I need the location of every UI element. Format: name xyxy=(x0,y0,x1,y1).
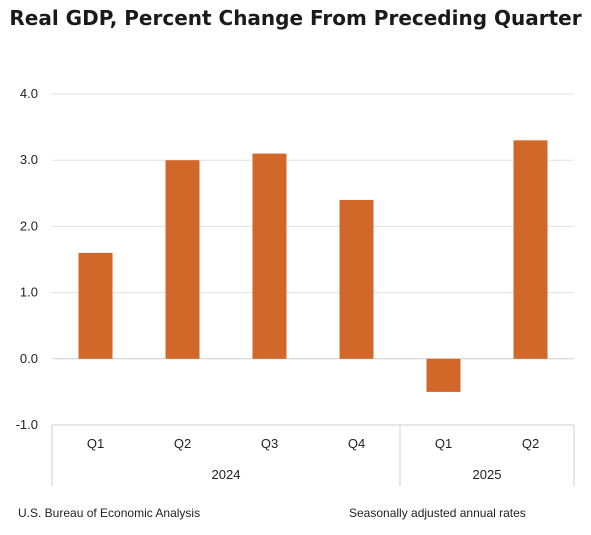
chart-title: Real GDP, Percent Change From Preceding … xyxy=(9,6,582,30)
rate-note: Seasonally adjusted annual rates xyxy=(349,506,526,520)
x-tick-label: Q3 xyxy=(261,436,278,451)
y-tick-label: 0.0 xyxy=(20,351,38,366)
bar xyxy=(165,160,200,359)
x-tick-label: Q2 xyxy=(522,436,539,451)
y-tick-label: 3.0 xyxy=(20,152,38,167)
x-axis: Q1 Q2 Q3 Q4 Q1 Q2 2024 2025 xyxy=(51,424,575,486)
year-label: 2024 xyxy=(212,467,241,482)
bar xyxy=(513,140,548,359)
gridlines xyxy=(52,93,574,426)
source-note: U.S. Bureau of Economic Analysis xyxy=(18,506,201,520)
bar xyxy=(426,358,461,392)
y-axis-tick-labels: 4.0 3.0 2.0 1.0 0.0 -1.0 xyxy=(16,86,38,432)
x-tick-label: Q1 xyxy=(435,436,452,451)
bars xyxy=(78,140,548,392)
x-tick-label: Q1 xyxy=(87,436,104,451)
x-tick-label: Q4 xyxy=(348,436,365,451)
y-tick-label: -1.0 xyxy=(16,417,38,432)
y-tick-label: 1.0 xyxy=(20,285,38,300)
year-label: 2025 xyxy=(473,467,502,482)
bar xyxy=(339,199,374,359)
x-tick-label: Q2 xyxy=(174,436,191,451)
y-tick-label: 2.0 xyxy=(20,218,38,233)
bar xyxy=(78,252,113,359)
bar xyxy=(252,153,287,359)
y-tick-label: 4.0 xyxy=(20,86,38,101)
